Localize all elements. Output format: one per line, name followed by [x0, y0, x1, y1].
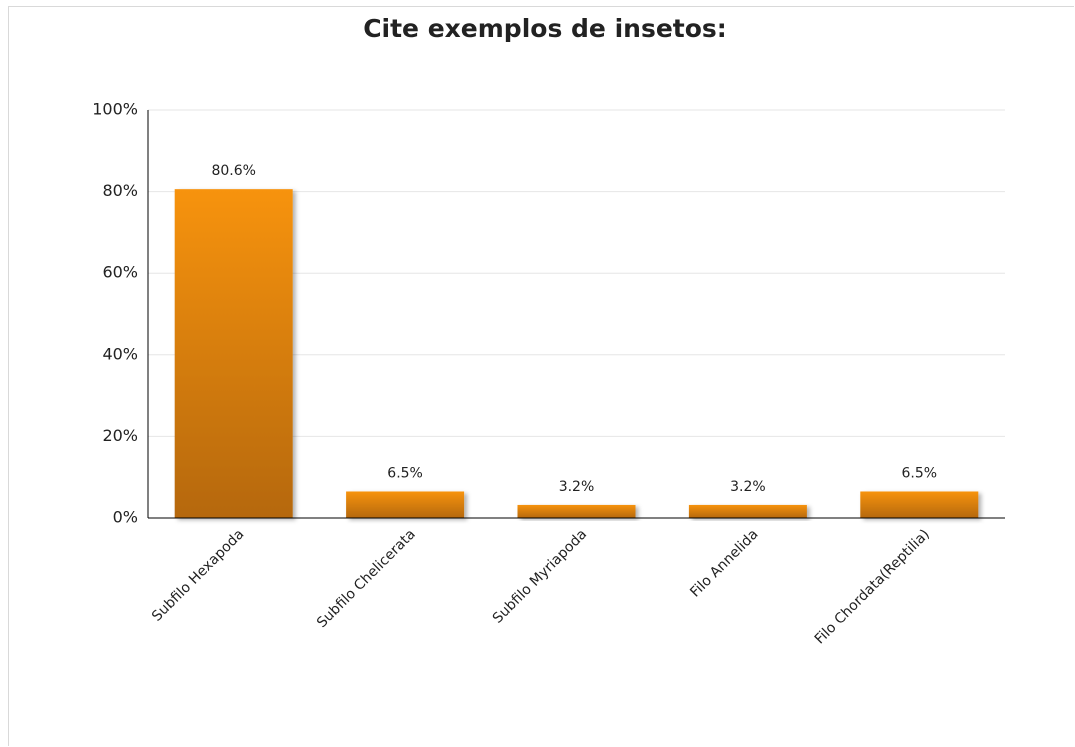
y-tick-label: 0%: [113, 508, 138, 527]
bar: [688, 504, 807, 518]
y-tick-label: 20%: [102, 426, 138, 445]
x-tick-label: Filo Annelida: [687, 526, 761, 600]
bar: [517, 504, 636, 518]
bar: [860, 491, 979, 518]
chart-title: Cite exemplos de insetos:: [363, 14, 727, 43]
x-tick-label: Subfilo Myriapoda: [490, 526, 590, 626]
x-tick-label: Filo Chordata(Reptilia): [812, 526, 933, 647]
value-label: 6.5%: [387, 465, 423, 481]
frame: [8, 6, 1074, 746]
value-label: 3.2%: [730, 479, 766, 495]
y-tick-label: 100%: [92, 100, 138, 119]
y-tick-label: 40%: [102, 344, 138, 363]
x-tick-label: Subfilo Chelicerata: [314, 526, 419, 631]
value-label: 3.2%: [559, 479, 595, 495]
value-label: 6.5%: [902, 465, 938, 481]
y-tick-label: 60%: [102, 263, 138, 282]
bar: [346, 491, 465, 518]
bar: [174, 189, 293, 519]
x-tick-label: Subfilo Hexapoda: [149, 526, 247, 624]
y-tick-label: 80%: [102, 181, 138, 200]
value-label: 80.6%: [211, 163, 255, 179]
